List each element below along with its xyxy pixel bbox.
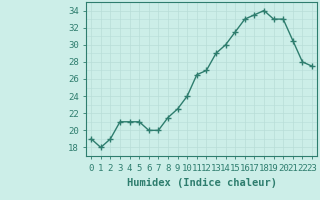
X-axis label: Humidex (Indice chaleur): Humidex (Indice chaleur)	[127, 178, 276, 188]
